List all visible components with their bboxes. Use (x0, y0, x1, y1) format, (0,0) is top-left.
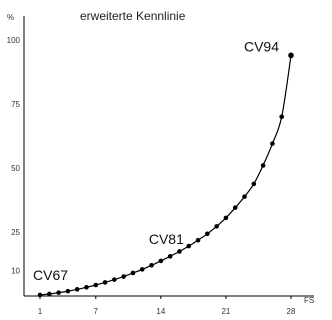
data-point-3 (56, 290, 61, 295)
y-tick-label: 25 (11, 228, 20, 237)
x-axis-label: FS (304, 296, 314, 305)
data-point-8 (102, 280, 108, 285)
data-point-13 (149, 262, 154, 268)
y-tick-label: 100 (7, 36, 21, 45)
series-points (37, 52, 294, 298)
data-point-9 (112, 277, 117, 282)
data-point-18 (195, 237, 201, 243)
y-tick-label: 50 (11, 164, 20, 173)
data-point-7 (93, 282, 99, 288)
data-point-11 (130, 270, 136, 276)
data-point-5 (74, 287, 80, 292)
data-point-20 (214, 224, 219, 229)
data-point-24 (251, 181, 257, 187)
data-point-16 (177, 249, 182, 254)
x-tick-labels: 1 7 14 21 28 (38, 296, 296, 316)
x-tick-label: 14 (156, 307, 165, 316)
data-point-23 (242, 194, 247, 199)
y-tick-labels: 10 25 50 75 100 (7, 36, 21, 275)
x-tick-label: 7 (94, 307, 99, 316)
data-point-27 (279, 114, 285, 120)
data-point-1 (37, 292, 43, 298)
data-point-10 (121, 274, 126, 279)
data-point-6 (84, 284, 89, 290)
data-point-2 (46, 291, 52, 297)
data-point-21 (223, 215, 229, 221)
y-tick-label: 75 (11, 100, 20, 109)
data-point-26 (270, 141, 275, 146)
series-line (39, 55, 292, 296)
y-axis-label: % (7, 13, 14, 22)
data-point-4 (65, 288, 71, 294)
y-tick-label: 10 (11, 266, 20, 275)
annotation-cv94: CV94 (244, 38, 279, 54)
data-point-14 (158, 258, 164, 264)
chart-title: erweiterte Kennlinie (80, 9, 186, 23)
annotation-cv81: CV81 (149, 231, 184, 247)
data-point-17 (186, 243, 192, 249)
data-point-22 (232, 205, 238, 210)
data-point-12 (139, 267, 145, 272)
annotations: CV67 CV81 CV94 (33, 38, 279, 283)
x-tick-label: 1 (38, 307, 43, 316)
data-point-28 (288, 52, 294, 59)
data-point-19 (205, 231, 210, 237)
data-point-15 (167, 254, 173, 259)
x-tick-label: 28 (287, 307, 296, 316)
x-tick-label: 21 (221, 307, 230, 316)
data-point-25 (260, 163, 266, 168)
annotation-cv67: CV67 (33, 267, 68, 283)
